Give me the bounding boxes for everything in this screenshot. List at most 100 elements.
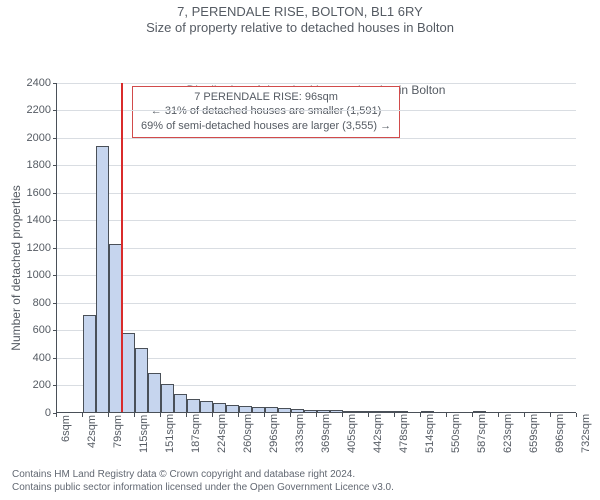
histogram-bar <box>382 411 395 412</box>
footer-line-1: Contains HM Land Registry data © Crown c… <box>12 468 588 481</box>
gridline <box>57 220 576 221</box>
gridline <box>57 303 576 304</box>
x-tick-mark <box>316 413 317 417</box>
x-tick-mark <box>82 413 83 417</box>
y-axis-label: Number of detached properties <box>9 185 23 350</box>
x-tick-label: 296sqm <box>268 414 280 453</box>
x-tick-label: 442sqm <box>372 414 384 453</box>
y-tick-label: 1600 <box>27 187 57 199</box>
footer: Contains HM Land Registry data © Crown c… <box>0 468 600 494</box>
gridline <box>57 330 576 331</box>
x-tick-label: 659sqm <box>528 414 540 453</box>
x-tick-label: 587sqm <box>476 414 488 453</box>
page-title: 7, PERENDALE RISE, BOLTON, BL1 6RY <box>8 4 592 20</box>
y-tick-label: 1000 <box>27 269 57 281</box>
x-tick-mark <box>108 413 109 417</box>
chart-container: 7, PERENDALE RISE, BOLTON, BL1 6RY Size … <box>0 0 600 500</box>
gridline <box>57 165 576 166</box>
histogram-bar <box>356 411 369 412</box>
histogram-bar <box>330 410 343 411</box>
plot-region: 7 PERENDALE RISE: 96sqm ← 31% of detache… <box>56 83 576 413</box>
property-marker-line <box>121 83 123 412</box>
histogram-bar <box>369 411 382 412</box>
legend-line-3: 69% of semi-detached houses are larger (… <box>141 119 391 134</box>
histogram-bar <box>213 403 226 411</box>
x-tick-label: 115sqm <box>138 415 150 453</box>
x-tick-mark <box>56 413 57 417</box>
histogram-bar <box>148 373 161 412</box>
x-tick-label: 6sqm <box>60 415 72 442</box>
histogram-bar <box>83 315 96 411</box>
x-tick-mark <box>446 413 447 417</box>
gridline <box>57 248 576 249</box>
x-tick-mark <box>394 413 395 417</box>
x-tick-mark <box>290 413 291 417</box>
page-subtitle: Size of property relative to detached ho… <box>8 20 592 36</box>
y-tick-label: 600 <box>33 324 57 336</box>
y-tick-label: 1200 <box>27 242 57 254</box>
histogram-bar <box>343 411 356 412</box>
x-tick-mark <box>264 413 265 417</box>
x-tick-mark <box>160 413 161 417</box>
histogram-bar <box>278 408 291 411</box>
histogram-bar <box>421 411 434 412</box>
x-tick-mark <box>472 413 473 417</box>
legend-line-2: ← 31% of detached houses are smaller (1,… <box>141 104 391 119</box>
y-tick-label: 2200 <box>27 104 57 116</box>
x-tick-label: 333sqm <box>294 414 306 453</box>
histogram-bar <box>161 384 174 412</box>
x-tick-label: 187sqm <box>190 414 202 453</box>
x-tick-mark <box>368 413 369 417</box>
x-tick-label: 696sqm <box>554 414 566 453</box>
legend-box: 7 PERENDALE RISE: 96sqm ← 31% of detache… <box>132 86 400 139</box>
gridline <box>57 275 576 276</box>
gridline <box>57 83 576 84</box>
x-tick-mark <box>420 413 421 417</box>
histogram-bar <box>122 333 135 411</box>
x-tick-mark <box>342 413 343 417</box>
x-tick-label: 42sqm <box>86 414 98 447</box>
x-tick-mark <box>576 413 577 417</box>
gridline <box>57 138 576 139</box>
histogram-bar <box>304 410 317 411</box>
y-tick-label: 2000 <box>27 132 57 144</box>
legend-line-1: 7 PERENDALE RISE: 96sqm <box>141 90 391 105</box>
x-tick-label: 732sqm <box>580 414 592 453</box>
x-tick-label: 260sqm <box>242 414 254 453</box>
x-tick-label: 405sqm <box>346 414 358 453</box>
footer-line-2: Contains public sector information licen… <box>12 481 588 494</box>
y-tick-label: 1400 <box>27 214 57 226</box>
y-tick-label: 400 <box>33 352 57 364</box>
y-tick-label: 2400 <box>27 77 57 89</box>
x-tick-mark <box>186 413 187 417</box>
gridline <box>57 110 576 111</box>
histogram-bar <box>291 409 304 412</box>
x-tick-label: 623sqm <box>502 414 514 453</box>
x-tick-mark <box>212 413 213 417</box>
x-tick-label: 514sqm <box>424 414 436 453</box>
histogram-bar <box>317 410 330 411</box>
x-tick-mark <box>550 413 551 417</box>
chart-area: Number of detached properties 7 PERENDAL… <box>56 83 576 453</box>
histogram-bar <box>265 407 278 411</box>
histogram-bar <box>252 407 265 412</box>
histogram-bar <box>239 406 252 412</box>
y-tick-label: 1800 <box>27 159 57 171</box>
x-tick-mark <box>134 413 135 417</box>
histogram-bar <box>200 401 213 412</box>
y-tick-label: 200 <box>33 379 57 391</box>
x-tick-label: 478sqm <box>398 414 410 453</box>
x-tick-label: 369sqm <box>320 414 332 453</box>
histogram-bar <box>473 411 486 412</box>
x-tick-label: 550sqm <box>450 414 462 453</box>
histogram-bar <box>395 411 408 412</box>
histogram-bar <box>135 348 148 411</box>
x-tick-mark <box>524 413 525 417</box>
x-tick-label: 79sqm <box>112 414 124 447</box>
histogram-bar <box>96 146 109 411</box>
y-tick-label: 800 <box>33 297 57 309</box>
x-tick-label: 224sqm <box>216 414 228 453</box>
histogram-bar <box>174 394 187 412</box>
histogram-bar <box>187 399 200 411</box>
x-tick-mark <box>238 413 239 417</box>
